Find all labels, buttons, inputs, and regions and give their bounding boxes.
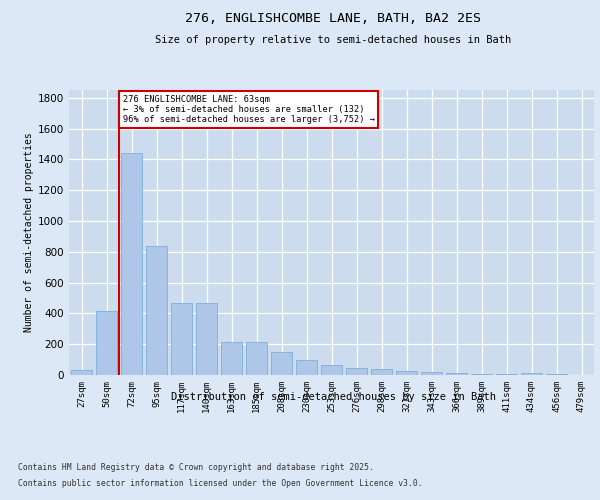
Bar — [446, 373, 467, 375]
Text: 276, ENGLISHCOMBE LANE, BATH, BA2 2ES: 276, ENGLISHCOMBE LANE, BATH, BA2 2ES — [185, 12, 481, 26]
Bar — [296, 360, 317, 375]
Bar — [121, 153, 142, 375]
Bar — [496, 374, 517, 375]
Bar — [71, 370, 92, 375]
Bar — [471, 374, 492, 375]
Bar — [521, 374, 542, 375]
Text: Distribution of semi-detached houses by size in Bath: Distribution of semi-detached houses by … — [170, 392, 496, 402]
Bar — [246, 342, 267, 375]
Bar — [96, 311, 117, 375]
Bar — [546, 374, 567, 375]
Text: 276 ENGLISHCOMBE LANE: 63sqm
← 3% of semi-detached houses are smaller (132)
96% : 276 ENGLISHCOMBE LANE: 63sqm ← 3% of sem… — [123, 94, 375, 124]
Y-axis label: Number of semi-detached properties: Number of semi-detached properties — [24, 132, 34, 332]
Text: Contains HM Land Registry data © Crown copyright and database right 2025.: Contains HM Land Registry data © Crown c… — [18, 462, 374, 471]
Bar — [196, 304, 217, 375]
Bar — [146, 246, 167, 375]
Bar — [321, 364, 342, 375]
Bar — [371, 369, 392, 375]
Bar — [396, 370, 417, 375]
Bar — [421, 372, 442, 375]
Text: Contains public sector information licensed under the Open Government Licence v3: Contains public sector information licen… — [18, 478, 422, 488]
Text: Size of property relative to semi-detached houses in Bath: Size of property relative to semi-detach… — [155, 35, 511, 45]
Bar — [271, 352, 292, 375]
Bar — [346, 368, 367, 375]
Bar — [171, 304, 192, 375]
Bar — [221, 342, 242, 375]
